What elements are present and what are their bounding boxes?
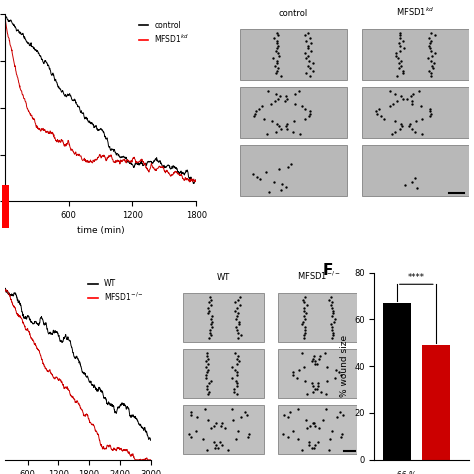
Bar — [183, 293, 264, 342]
Text: MFSD1$^{-/-}$: MFSD1$^{-/-}$ — [297, 270, 340, 282]
Text: ****: **** — [408, 273, 425, 282]
Legend: WT, MFSD1$^{-/-}$: WT, MFSD1$^{-/-}$ — [85, 276, 147, 306]
Text: control: control — [279, 9, 308, 18]
Text: 2000 min: 2000 min — [374, 413, 380, 447]
Text: 1000 min: 1000 min — [374, 357, 380, 391]
Bar — [422, 345, 450, 460]
Text: 0 min: 0 min — [374, 308, 380, 328]
Bar — [239, 29, 347, 80]
Bar — [362, 145, 469, 196]
Bar — [239, 87, 347, 138]
Bar — [362, 87, 469, 138]
Y-axis label: % wound size: % wound size — [339, 335, 348, 397]
Bar — [278, 349, 359, 398]
Bar — [362, 29, 469, 80]
Text: WT: WT — [217, 273, 230, 282]
Text: 66 %: 66 % — [397, 472, 417, 474]
Bar — [278, 293, 359, 342]
Bar — [183, 349, 264, 398]
Text: MFSD1$^{kd}$: MFSD1$^{kd}$ — [396, 6, 435, 18]
Bar — [278, 405, 359, 454]
Bar — [239, 145, 347, 196]
Bar — [183, 405, 264, 454]
Text: F: F — [322, 263, 333, 278]
X-axis label: time (min): time (min) — [77, 226, 124, 235]
Legend: control, MFSD1$^{kd}$: control, MFSD1$^{kd}$ — [136, 18, 192, 48]
Bar — [383, 303, 411, 460]
